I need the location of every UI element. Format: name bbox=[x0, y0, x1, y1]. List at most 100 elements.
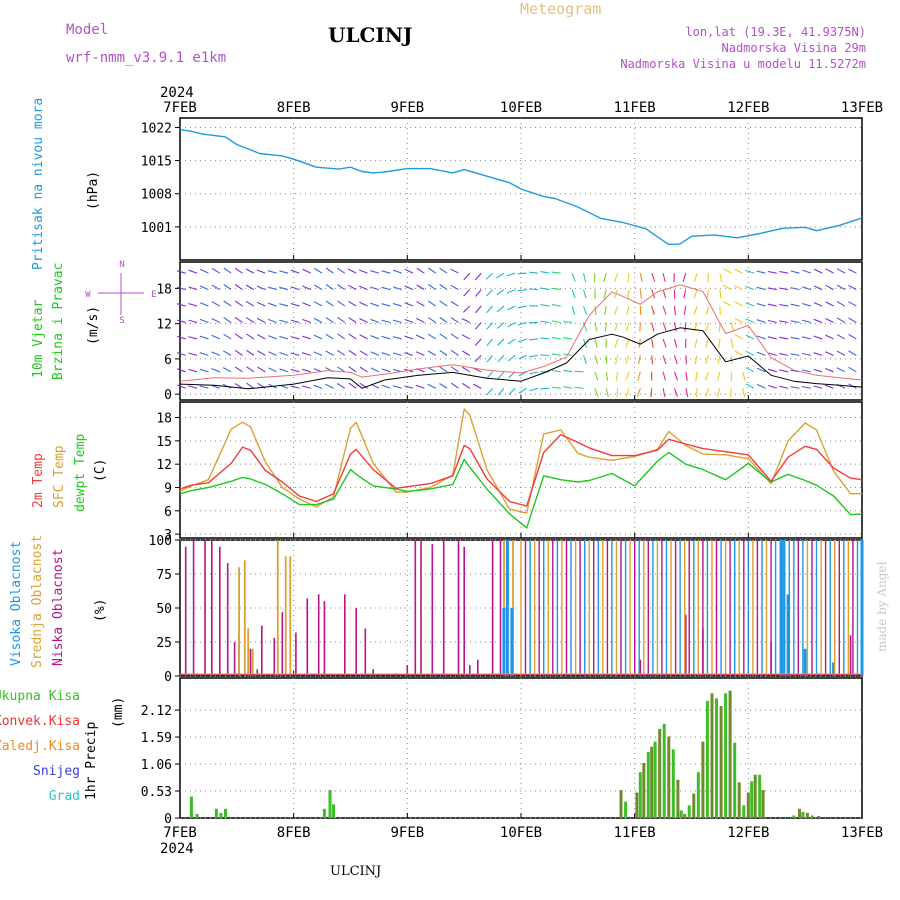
wind-arrow bbox=[614, 305, 619, 315]
wind-arrow bbox=[223, 267, 232, 274]
wind-arrow bbox=[767, 270, 777, 274]
wind-arrow bbox=[551, 353, 561, 356]
wind-arrow bbox=[188, 286, 198, 291]
wind-arrow bbox=[486, 387, 493, 396]
wind-arrow bbox=[392, 302, 402, 307]
wind-arrow bbox=[313, 334, 323, 340]
dense-cloud-bar bbox=[761, 540, 763, 676]
wind-arrow bbox=[496, 305, 505, 313]
low-cloud-bar bbox=[499, 540, 502, 676]
dense-cloud-bar bbox=[720, 540, 722, 676]
wind-arrow bbox=[427, 317, 437, 323]
wind-arrow bbox=[651, 322, 655, 332]
wind-arrows bbox=[176, 267, 857, 398]
wind-arrow bbox=[626, 305, 630, 315]
low-cloud-bar bbox=[317, 594, 320, 676]
wind-arrow bbox=[485, 272, 493, 280]
bottom-date-label: 11FEB bbox=[614, 825, 656, 841]
wind-arrow bbox=[392, 286, 402, 291]
wind-arrow bbox=[813, 335, 823, 340]
wind-arrow bbox=[551, 271, 561, 274]
compass-n: N bbox=[119, 260, 124, 270]
precip-bar bbox=[328, 790, 332, 818]
precip-axis-title: 1hr Precip bbox=[84, 722, 99, 800]
wind-arrow bbox=[176, 352, 186, 356]
wind-arrow bbox=[693, 289, 698, 299]
wind-arrow bbox=[290, 368, 300, 373]
y-tick-label: 6 bbox=[164, 353, 172, 368]
precip-legend: Ukupna Kisa Konvek.Kisa Zaledj.Kisa Snijeg G… bbox=[0, 689, 80, 804]
wind-arrow bbox=[651, 338, 654, 348]
wind-arrow bbox=[614, 272, 619, 282]
low-cloud-bar bbox=[442, 540, 445, 676]
dense-cloud-bar bbox=[834, 540, 836, 676]
wind-arrow bbox=[705, 388, 710, 397]
wind-arrow bbox=[234, 383, 243, 389]
top-date-label: 10FEB bbox=[500, 100, 542, 116]
wind-arrow bbox=[416, 267, 425, 274]
wind-arrow bbox=[404, 318, 414, 324]
wind-arrow bbox=[279, 352, 289, 356]
wind-arrow bbox=[359, 366, 368, 373]
wind-arrow bbox=[223, 333, 232, 340]
station-title: ULCINJ bbox=[328, 23, 413, 47]
wind-arrow bbox=[836, 334, 846, 340]
wind-arrow bbox=[745, 318, 755, 323]
precip-panel: 0 0.53 1.06 1.59 2.12 bbox=[141, 677, 863, 827]
wind-arrow bbox=[313, 317, 323, 323]
wind-arrow bbox=[723, 268, 732, 274]
y-tick-label: 9 bbox=[164, 481, 172, 496]
wind-arrow bbox=[625, 371, 630, 381]
wind-arrow bbox=[625, 355, 630, 364]
wind-arrow bbox=[551, 287, 561, 291]
precip-bar bbox=[696, 772, 700, 818]
wind-arrow bbox=[279, 286, 289, 291]
dense-cloud-bar bbox=[852, 540, 854, 676]
wind-arrow bbox=[650, 388, 653, 398]
wind-arrow bbox=[176, 286, 186, 291]
wind-arrow bbox=[486, 355, 494, 363]
wind-unit: (m/s) bbox=[86, 306, 101, 345]
wind-arrow bbox=[176, 335, 186, 340]
wind-arrow bbox=[337, 333, 346, 340]
wind-arrow bbox=[836, 268, 846, 274]
wind-arrow bbox=[801, 369, 811, 373]
wind-arrow bbox=[290, 286, 300, 291]
precip-bar bbox=[658, 728, 662, 818]
dense-cloud-bar bbox=[593, 540, 595, 676]
bottom-date-label: 13FEB bbox=[841, 825, 883, 841]
wind-arrow bbox=[790, 336, 800, 340]
bottom-date-label: 7FEB bbox=[163, 825, 197, 841]
wind-arrow bbox=[824, 384, 834, 389]
wind-arrow bbox=[813, 352, 823, 356]
wind-arrow bbox=[211, 301, 221, 307]
precip-bar bbox=[810, 815, 814, 818]
temp2m-axis-title: 2m Temp bbox=[31, 453, 46, 508]
wind-arrow bbox=[404, 385, 414, 389]
wind-arrow bbox=[673, 273, 675, 283]
wind-arrow bbox=[627, 273, 630, 283]
wind-arrow bbox=[496, 289, 505, 296]
dense-cloud-bar bbox=[679, 540, 681, 676]
sfc-temp-axis-title: SFC Temp bbox=[52, 445, 67, 508]
wind-arrow bbox=[223, 284, 232, 291]
dense-cloud-bar bbox=[538, 540, 540, 676]
pressure-axis-title: Pritisak na nivou mora bbox=[31, 98, 46, 270]
wind-arrow bbox=[756, 302, 766, 307]
dense-cloud-bar bbox=[634, 540, 636, 676]
wind-arrow bbox=[779, 270, 789, 274]
wind-arrow bbox=[439, 316, 448, 323]
wind-arrow bbox=[571, 272, 576, 282]
wind-arrow bbox=[745, 334, 755, 340]
wind-arrow bbox=[540, 304, 550, 307]
wind-arrow bbox=[234, 316, 243, 323]
wind-arrow bbox=[381, 286, 391, 291]
wind-arrow bbox=[234, 333, 243, 340]
wind-arrow bbox=[730, 338, 734, 348]
wind-arrow bbox=[571, 305, 576, 315]
dense-cloud-bar bbox=[638, 540, 640, 676]
wind-arrow bbox=[290, 319, 300, 324]
footer-station: ULCINJ bbox=[330, 864, 381, 879]
wind-arrow bbox=[234, 267, 243, 274]
wind-arrow bbox=[767, 352, 777, 356]
